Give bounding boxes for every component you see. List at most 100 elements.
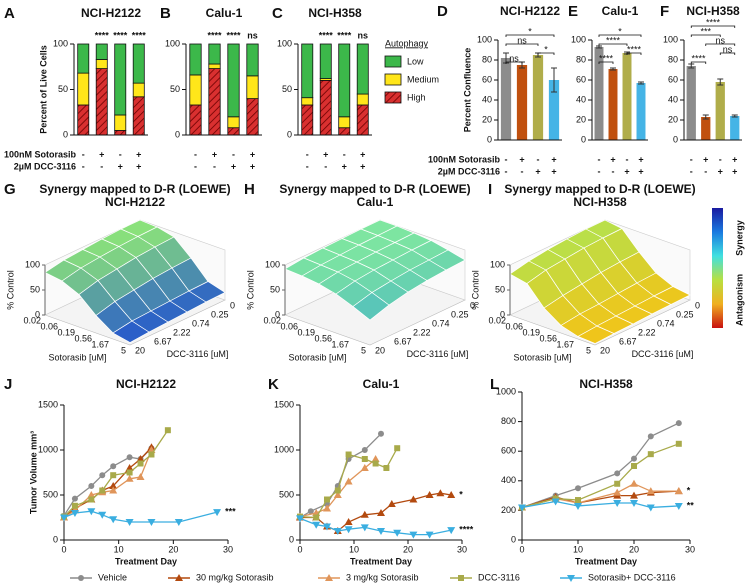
significance-label: **** (627, 44, 642, 54)
error-bar (610, 67, 616, 71)
significance: **** (113, 30, 128, 40)
marker (324, 496, 330, 503)
bar-segment (95, 68, 108, 136)
significance-bracket (505, 43, 539, 46)
z-tick-label: 0 (275, 309, 280, 319)
marker (60, 514, 68, 522)
significance-label: * (459, 489, 463, 499)
marker (371, 455, 380, 462)
marker (98, 511, 107, 519)
bar-segment (208, 43, 221, 65)
condition-sign: + (250, 149, 255, 159)
marker (360, 510, 369, 518)
chart-subtitle: NCI-H358 (573, 195, 627, 209)
marker (125, 519, 134, 526)
marker (425, 531, 434, 539)
significance-label: * (618, 26, 622, 36)
y-tick-label: 0 (581, 134, 586, 144)
y-tick-label: 800 (501, 416, 516, 426)
condition-sign: + (99, 149, 104, 159)
panel-letter: F (660, 3, 669, 20)
significance-bracket (626, 52, 642, 55)
chart-title: Calu-1 (363, 377, 400, 391)
x-axis-label: Sotorasib [uM] (513, 352, 571, 362)
condition-sign: + (624, 166, 629, 176)
condition-sign: - (626, 154, 629, 164)
z-tick-label: 100 (490, 259, 505, 269)
y-tick-label: 0 (289, 534, 294, 544)
marker (70, 510, 79, 517)
chart-subtitle: Calu-1 (357, 195, 394, 209)
bar-segment (132, 96, 145, 136)
colorbar-top-label: Synergy (734, 220, 744, 256)
y-tick-label: 80 (576, 54, 586, 64)
significance-label: *** (225, 506, 236, 516)
x-axis-label: Treatment Day (575, 556, 637, 566)
marker (109, 482, 118, 489)
y-tick-label: 60 (482, 74, 492, 84)
x-tick-label: 0.06 (40, 321, 58, 331)
y-tick-label: 1000 (274, 444, 294, 454)
marker (394, 445, 401, 452)
y-tick-label: 0.74 (192, 318, 210, 328)
condition-sign: - (704, 166, 707, 176)
chart-title: NCI-H2122 (116, 377, 176, 391)
condition-sign: - (100, 161, 103, 171)
z-tick-label: 50 (30, 284, 40, 294)
condition-sign: + (136, 149, 141, 159)
surface-cell (188, 281, 226, 303)
marker (110, 472, 117, 479)
marker (334, 487, 341, 494)
y-tick-label: 600 (501, 446, 516, 456)
marker (109, 516, 118, 524)
x-tick-label: 30 (457, 544, 467, 554)
y-tick-label: 60 (576, 74, 586, 84)
marker (631, 463, 637, 469)
marker (109, 486, 118, 494)
bar-segment (95, 43, 108, 60)
condition-sign: - (232, 149, 235, 159)
panel-letter: D (437, 3, 448, 20)
condition-sign: + (732, 166, 737, 176)
z-axis-label: % Control (470, 270, 480, 310)
y-tick-label: 0 (487, 134, 492, 144)
x-tick-label: 0 (61, 544, 66, 554)
marker (436, 489, 445, 497)
y-tick-label: 6.67 (619, 336, 637, 346)
error-bar (638, 81, 644, 85)
bar (608, 69, 618, 140)
bar (594, 47, 604, 140)
marker (378, 430, 384, 437)
significance-bracket (690, 34, 721, 37)
marker (148, 451, 155, 458)
marker (344, 477, 353, 485)
legend-swatch (384, 91, 402, 104)
x-tick-label: 5 (586, 345, 591, 355)
condition-label: 100nM Sotorasib (4, 149, 77, 159)
marker (360, 464, 369, 471)
marker (614, 470, 621, 477)
marker (126, 469, 133, 476)
bar-segment (356, 43, 369, 95)
y-tick-label: 0 (230, 300, 235, 310)
y-tick-label: 6.67 (154, 336, 172, 346)
condition-sign: + (118, 161, 123, 171)
marker (447, 527, 456, 535)
x-tick-label: 20 (629, 544, 639, 554)
marker (425, 491, 434, 498)
bar (622, 53, 632, 140)
bar-segment (301, 97, 314, 106)
bar-segment (77, 104, 90, 136)
marker (518, 504, 526, 512)
condition-sign: - (82, 161, 85, 171)
significance-label: **** (459, 524, 474, 534)
bar (548, 80, 560, 140)
condition-sign: - (324, 161, 327, 171)
y-tick-label: 60 (668, 74, 678, 84)
marker (312, 521, 321, 529)
legend-marker (175, 574, 183, 581)
legend-label: 30 mg/kg Sotorasib (196, 572, 274, 582)
bar-segment (189, 43, 202, 76)
marker (345, 451, 352, 458)
chart-title: Synergy mapped to D-R (LOEWE) (39, 182, 230, 196)
